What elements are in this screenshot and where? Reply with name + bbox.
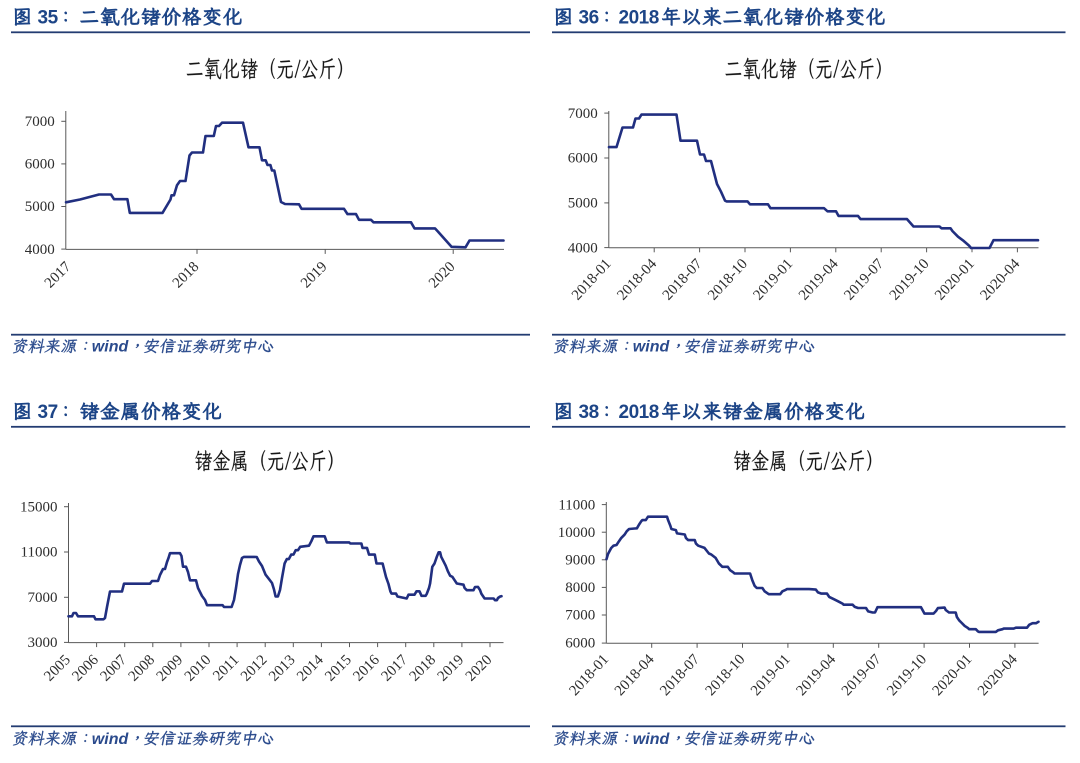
svg-text:6000: 6000 (565, 635, 595, 651)
svg-text:11000: 11000 (21, 545, 58, 561)
svg-text:7000: 7000 (565, 608, 595, 624)
svg-text:wind: wind (92, 731, 130, 748)
svg-text:5000: 5000 (568, 196, 598, 212)
svg-text:5000: 5000 (25, 199, 55, 215)
svg-text:7000: 7000 (25, 114, 55, 130)
svg-text:7000: 7000 (568, 106, 598, 122)
svg-text:15000: 15000 (20, 499, 58, 515)
svg-text:wind: wind (633, 731, 671, 748)
svg-text:wind: wind (633, 339, 671, 356)
svg-text:6000: 6000 (568, 151, 598, 167)
svg-text:2018: 2018 (619, 8, 659, 29)
svg-text:wind: wind (92, 339, 130, 356)
svg-text:35: 35 (38, 8, 59, 29)
svg-text:37: 37 (38, 402, 58, 423)
svg-text:4000: 4000 (25, 242, 55, 258)
svg-text:9000: 9000 (565, 553, 595, 569)
svg-text:38: 38 (579, 402, 599, 423)
svg-text:6000: 6000 (25, 157, 55, 173)
svg-text:8000: 8000 (565, 580, 595, 596)
svg-text:36: 36 (579, 8, 599, 29)
svg-text:2018: 2018 (619, 402, 659, 423)
svg-text:11000: 11000 (558, 497, 595, 513)
svg-text:4000: 4000 (568, 240, 598, 256)
svg-text:10000: 10000 (558, 525, 596, 541)
svg-text:3000: 3000 (28, 635, 58, 651)
svg-text:7000: 7000 (28, 590, 58, 606)
